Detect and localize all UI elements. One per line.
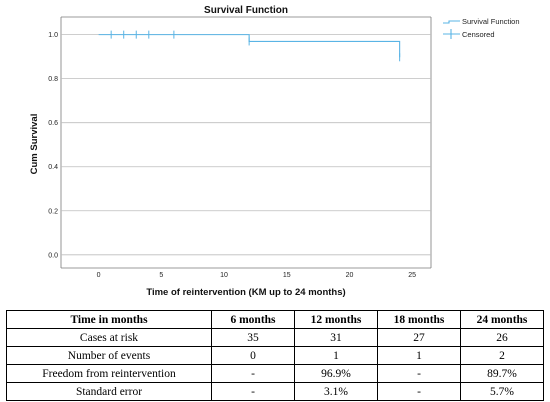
table-cell: 5.7% [460, 382, 544, 401]
summary-table: Time in months 6 months 12 months 18 mon… [6, 310, 544, 401]
plot-area: 0.0 0.2 0.4 0.6 0.8 1.0 0 5 10 15 20 25 [48, 16, 432, 279]
table-cell: Cases at risk [6, 328, 212, 347]
table-cell: 26 [460, 328, 544, 347]
table-cell: 1 [377, 346, 461, 365]
y-tick-label: 0.4 [48, 164, 58, 171]
table-cell: 3.1% [294, 382, 378, 401]
x-tick-label: 0 [97, 272, 101, 279]
table-header-row: Time in months 6 months 12 months 18 mon… [6, 310, 544, 329]
legend-label-censored: Censored [462, 30, 495, 39]
y-tick-label: 0.8 [48, 76, 58, 83]
table-cell: 35 [211, 328, 295, 347]
table-header-cell: 18 months [377, 310, 461, 329]
table-cell: Number of events [6, 346, 212, 365]
legend-label-survival-function: Survival Function [462, 17, 520, 26]
table-cell: - [211, 382, 295, 401]
x-tick-label: 5 [159, 272, 163, 279]
table-cell: - [211, 364, 295, 383]
table-cell: Freedom from reintervention [6, 364, 212, 383]
table-header-cell: Time in months [6, 310, 212, 329]
table-cell: 27 [377, 328, 461, 347]
survival-chart: Survival Function 0.0 0.2 0.4 0.6 0.8 1.0 0 5 10… [29, 5, 520, 298]
y-axis-title: Cum Survival [29, 114, 40, 175]
table-cell: - [377, 382, 461, 401]
table-header-cell: 6 months [211, 310, 295, 329]
table-cell: 0 [211, 346, 295, 365]
y-tick-label: 0.2 [48, 208, 58, 215]
table-header-cell: 24 months [460, 310, 544, 329]
chart-title: Survival Function [204, 5, 288, 16]
table-cell: - [377, 364, 461, 383]
table-cell: 1 [294, 346, 378, 365]
x-tick-label: 10 [220, 272, 228, 279]
table-cell: 2 [460, 346, 544, 365]
legend-line-swatch [443, 20, 460, 24]
table-cell: 89.7% [460, 364, 544, 383]
table-row: Number of events 0 1 1 2 [6, 346, 544, 365]
x-tick-label: 25 [408, 272, 416, 279]
table-cell: 96.9% [294, 364, 378, 383]
y-tick-label: 0.0 [48, 252, 58, 259]
table-header-cell: 12 months [294, 310, 378, 329]
table-row: Freedom from reintervention - 96.9% - 89… [6, 364, 544, 383]
x-tick-label: 15 [283, 272, 291, 279]
y-tick-label: 0.6 [48, 120, 58, 127]
table-cell: 31 [294, 328, 378, 347]
chart-legend: Survival Function Censored [443, 17, 520, 39]
table-cell: Standard error [6, 382, 212, 401]
x-axis-title: Time of reintervention (KM up to 24 mont… [146, 287, 345, 298]
y-tick-label: 1.0 [48, 32, 58, 39]
x-tick-label: 20 [346, 272, 354, 279]
table-row: Cases at risk 35 31 27 26 [6, 328, 544, 347]
table-row: Standard error - 3.1% - 5.7% [6, 382, 544, 401]
